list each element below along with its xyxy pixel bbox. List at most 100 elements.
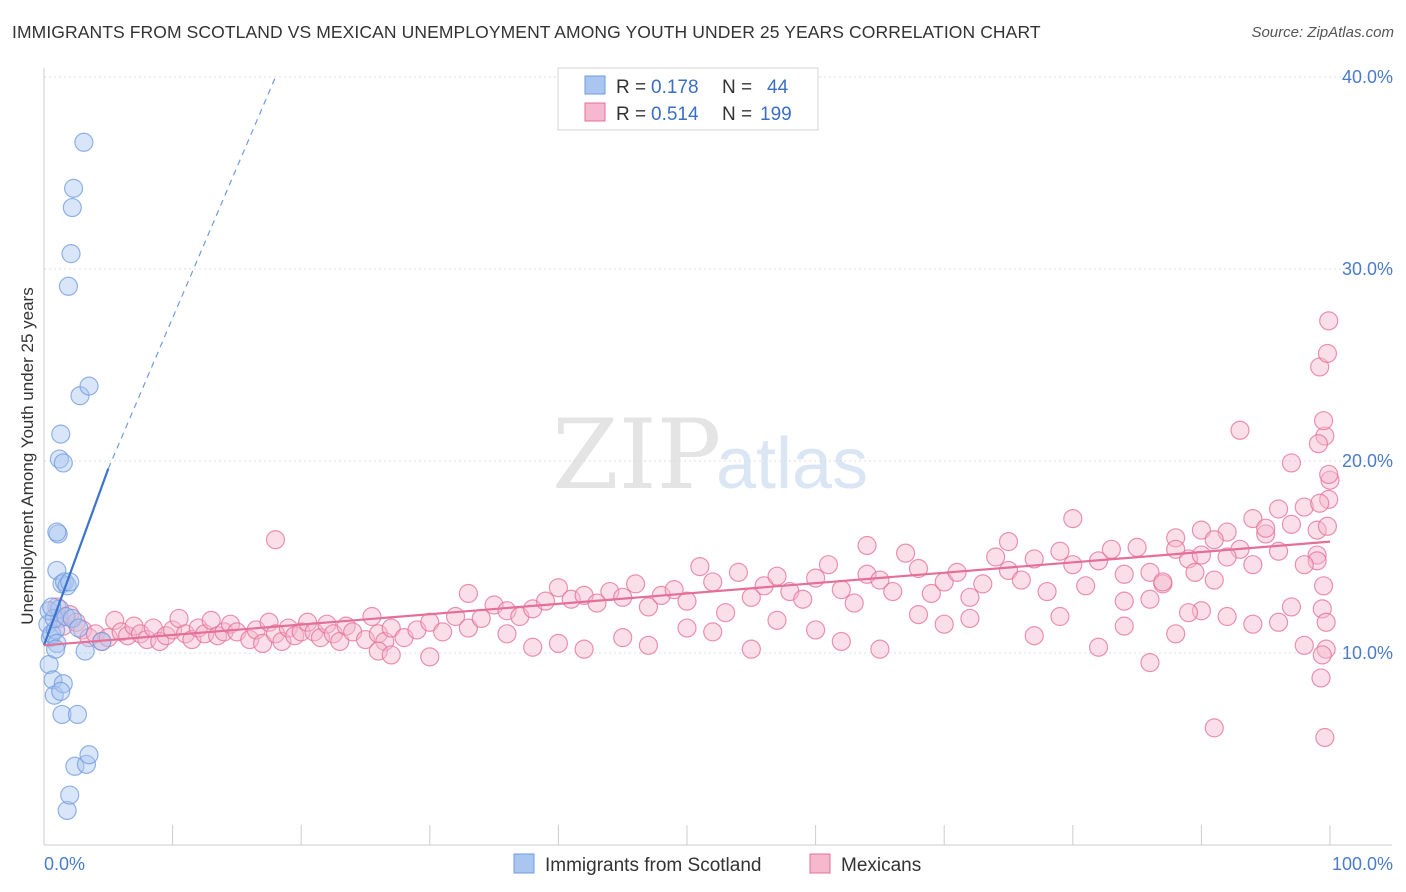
legend-n-value-2: 199	[760, 104, 792, 125]
mexicans-point-139	[805, 620, 826, 640]
mexicans-point-182	[1317, 516, 1338, 536]
mexicans-point-132	[574, 639, 594, 659]
mexicans-point-63	[535, 591, 556, 611]
mexicans-point-96	[960, 587, 980, 607]
scotland-point-5	[43, 670, 63, 690]
mexicans-point-136	[703, 622, 723, 642]
mexicans-point-93	[921, 583, 941, 604]
mexicans-point-189	[1317, 343, 1338, 364]
mexicans-point-170	[1191, 520, 1212, 540]
mexicans-point-58	[471, 608, 491, 629]
mexicans-point-131	[548, 633, 569, 654]
mexicans-point-51	[381, 618, 401, 638]
y-tick-labels: 10.0% 20.0% 30.0% 40.0%	[1342, 67, 1393, 663]
axes	[43, 68, 1392, 846]
mexicans-point-187	[1308, 434, 1329, 454]
bottom-legend-label-scotland: Immigrants from Scotland	[545, 855, 761, 876]
scotland-point-28	[63, 178, 84, 198]
mexicans-point-175	[1256, 518, 1276, 538]
mexicans-point-129	[497, 624, 517, 644]
mexicans-point-91	[896, 543, 916, 563]
mexicans-point-71	[638, 597, 659, 617]
mexicans-point-155	[1204, 718, 1224, 738]
mexicans-point-85	[818, 555, 839, 575]
scotland-point-31	[74, 132, 94, 152]
mexicans-point-28	[220, 614, 241, 634]
mexicans-point-13	[124, 616, 144, 636]
legend-n-label-2: N =	[722, 104, 752, 125]
mexicans-point-134	[638, 635, 659, 655]
scotland-point-32	[75, 641, 95, 661]
mexicans-point-193	[1316, 612, 1336, 632]
mexicans-point-152	[1140, 652, 1160, 673]
scotland-point-39	[47, 522, 67, 542]
mexicans-point-171	[1204, 530, 1224, 550]
mexicans-point-83	[793, 589, 813, 609]
mexicans-point-186	[1311, 668, 1331, 688]
mexicans-point-158	[1268, 612, 1289, 632]
mexicans-point-98	[986, 547, 1006, 567]
mexicans-point-102	[1037, 581, 1057, 602]
mexicans-point-145	[960, 608, 980, 629]
mexicans-point-103	[1050, 541, 1070, 561]
scotland-point-24	[52, 704, 72, 725]
mexicans-point-194	[1312, 645, 1332, 665]
mexicans-point-140	[831, 631, 851, 652]
mexicans-point-162	[1313, 576, 1334, 596]
mexicans-point-174	[1243, 508, 1263, 529]
mexicans-point-125	[368, 641, 388, 661]
y-axis-label: Unemployment Among Youth under 25 years	[18, 287, 37, 624]
scotland-point-37	[57, 800, 77, 821]
scotland-point-14	[49, 449, 70, 469]
mexicans-point-153	[1166, 624, 1186, 644]
mexicans-point-112	[1166, 528, 1186, 548]
mexicans-point-67	[587, 593, 607, 613]
legend-r-label-1: R =	[616, 77, 646, 98]
mexicans-point-144	[934, 614, 954, 634]
x-tick-label-min: 0.0%	[44, 854, 85, 874]
mexicans-point-48	[362, 606, 382, 627]
trend-line-scotland-extension	[107, 76, 277, 469]
mexicans-point-133	[613, 628, 633, 648]
mexicans-point-104	[1063, 555, 1083, 575]
series-legend: Immigrants from Scotland Mexicans	[513, 853, 921, 876]
scotland-point-13	[51, 424, 71, 444]
mexicans-point-107	[1101, 539, 1121, 559]
mexicans-point-81	[767, 566, 787, 586]
mexicans-point-159	[1281, 597, 1302, 617]
mexicans-point-138	[767, 610, 787, 630]
mexicans-point-128	[458, 583, 478, 604]
series-mexicans	[47, 311, 1340, 748]
mexicans-point-121	[1281, 514, 1302, 534]
scotland-point-15	[53, 453, 73, 473]
mexicans-point-114	[1191, 545, 1212, 565]
mexicans-point-181	[1315, 426, 1335, 446]
mexicans-point-164	[1114, 591, 1134, 611]
mexicans-point-97	[973, 574, 993, 594]
mexicans-point-177	[1281, 453, 1302, 473]
scotland-point-25	[58, 276, 79, 296]
mexicans-point-141	[857, 535, 877, 556]
mexicans-point-192	[1310, 493, 1330, 513]
mexicans-point-101	[1024, 549, 1044, 569]
mexicans-point-119	[1256, 524, 1276, 544]
mexicans-point-147	[1024, 626, 1044, 646]
mexicans-point-172	[1217, 606, 1237, 627]
mexicans-point-78	[728, 562, 749, 582]
mexicans-point-74	[677, 591, 697, 611]
mexicans-point-108	[1114, 564, 1134, 584]
mexicans-point-122	[1294, 497, 1314, 517]
scotland-point-29	[67, 704, 88, 725]
legend-r-label-2: R =	[616, 104, 646, 125]
legend-swatch-mexicans	[584, 102, 606, 122]
legend-r-value-2: 0.514	[651, 104, 699, 125]
scotland-point-42	[69, 618, 89, 638]
scotland-point-26	[61, 244, 81, 264]
mexicans-point-163	[1320, 470, 1340, 490]
mexicans-point-87	[844, 593, 864, 613]
watermark: ZIP atlas	[552, 399, 868, 511]
y-tick-label-40: 40.0%	[1342, 67, 1393, 87]
legend-n-label-1: N =	[722, 77, 752, 98]
mexicans-point-10	[105, 610, 125, 630]
